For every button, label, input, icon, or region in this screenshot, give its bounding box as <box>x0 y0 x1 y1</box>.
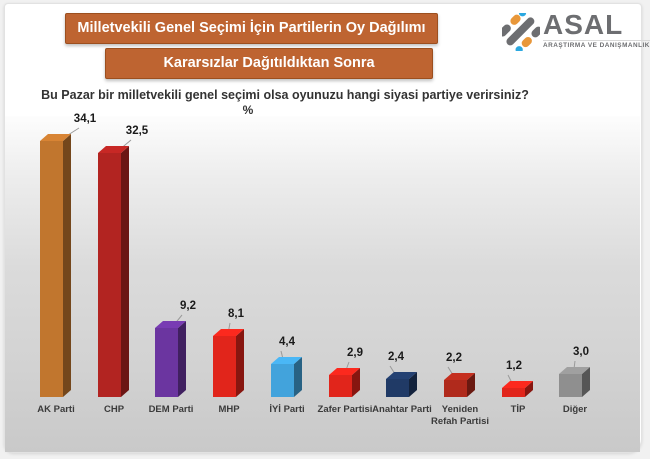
asal-logo: ASAL ARAŞTIRMA VE DANIŞMANLIK <box>502 11 650 57</box>
bar-front-zafer <box>329 375 352 397</box>
bar-category-label-zafer: Zafer Partisi <box>317 404 373 415</box>
bar-category-label-iyi: İYİ Parti <box>269 404 305 415</box>
bar-front-anahtar <box>386 379 409 397</box>
plot-area: 34,1 AK Parti 32,5 CHP 9,2 DEM Parti 8,1 MHP 4,4… <box>5 113 640 452</box>
bar-category-label-chp: CHP <box>103 404 125 415</box>
bar-front-mhp <box>213 336 236 397</box>
subtitle-banner: Kararsızlar Dağıtıldıktan Sonra <box>105 48 433 79</box>
bar-value-label-tip: 1,2 <box>506 360 522 372</box>
main-title-banner: Milletvekili Genel Seçimi İçin Partileri… <box>65 13 438 44</box>
bar-front-dem <box>155 328 178 397</box>
logo-name: ASAL <box>543 9 624 40</box>
bar-front-iyi <box>271 364 294 397</box>
logo-tagline: ARAŞTIRMA VE DANIŞMANLIK <box>543 40 650 49</box>
bar-category-label-akp: AK Parti <box>37 404 75 415</box>
bar-value-label-iyi: 4,4 <box>279 336 295 348</box>
survey-question: Bu Pazar bir milletvekili genel seçimi o… <box>41 88 529 102</box>
bar-value-label-chp: 32,5 <box>125 125 149 137</box>
bar-side-akp <box>63 133 71 397</box>
bar-front-chp <box>98 153 121 397</box>
bar-value-label-akp: 34,1 <box>73 113 97 125</box>
bar-value-label-mhp: 8,1 <box>228 308 244 320</box>
bar-category-label-tip: TİP <box>510 404 526 415</box>
unit-percent-label: % <box>242 103 254 117</box>
bar-side-chp <box>121 145 129 397</box>
bar-value-label-zafer: 2,9 <box>347 347 363 359</box>
bar-value-label-yrp: 2,2 <box>446 352 462 364</box>
bar-side-mhp <box>236 328 244 397</box>
asal-logo-text: ASAL ARAŞTIRMA VE DANIŞMANLIK <box>543 11 650 49</box>
bar-category-label-dem: DEM Parti <box>148 404 194 415</box>
bar-category-label-anahtar: Anahtar Parti <box>372 404 432 415</box>
bar-category-label-yrp: Yeniden Refah Partisi <box>430 404 490 427</box>
main-title: Milletvekili Genel Seçimi İçin Partileri… <box>77 20 426 36</box>
bar-side-dem <box>178 320 186 397</box>
bar-value-label-anahtar: 2,4 <box>388 351 404 363</box>
bar-front-tip <box>502 388 525 397</box>
bar-side-iyi <box>294 356 302 397</box>
bar-value-label-dem: 9,2 <box>180 300 196 312</box>
bar-front-akp <box>40 141 63 397</box>
asal-logo-icon <box>502 13 540 51</box>
bar-category-label-diger: Diğer <box>562 404 588 415</box>
bar-value-label-diger: 3,0 <box>573 346 589 358</box>
bar-front-yrp <box>444 380 467 397</box>
subtitle: Kararsızlar Dağıtıldıktan Sonra <box>163 55 375 71</box>
bar-front-diger <box>559 374 582 397</box>
bar-category-label-mhp: MHP <box>218 404 240 415</box>
